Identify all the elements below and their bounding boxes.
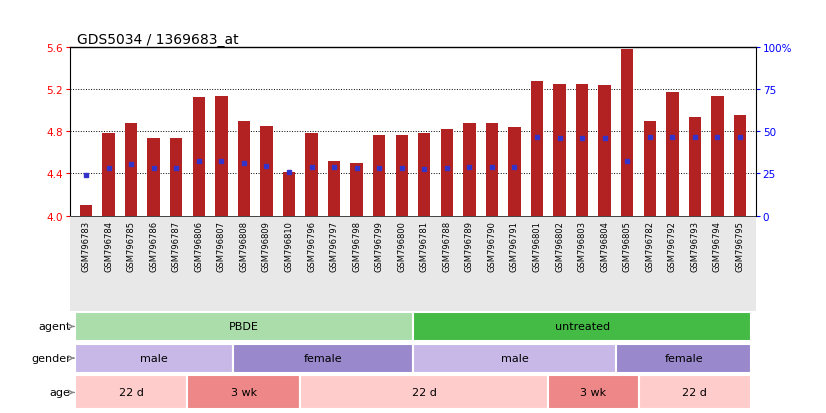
Text: GSM796796: GSM796796 — [307, 221, 316, 272]
Bar — [350, 164, 363, 216]
Text: GSM796810: GSM796810 — [284, 221, 293, 271]
Bar — [440, 130, 453, 216]
Text: GSM796787: GSM796787 — [172, 221, 181, 272]
Bar — [148, 139, 160, 216]
Text: GSM796799: GSM796799 — [375, 221, 383, 271]
Bar — [260, 126, 273, 216]
Text: GSM796804: GSM796804 — [601, 221, 610, 271]
Text: GSM796789: GSM796789 — [465, 221, 474, 272]
Text: GSM796788: GSM796788 — [443, 221, 451, 272]
Bar — [638, 375, 752, 409]
Bar — [282, 173, 295, 216]
Bar — [531, 82, 544, 216]
Bar — [463, 123, 476, 216]
Text: GSM796803: GSM796803 — [577, 221, 586, 272]
Bar — [233, 344, 413, 373]
Text: GSM796809: GSM796809 — [262, 221, 271, 271]
Text: GSM796808: GSM796808 — [240, 221, 249, 272]
Bar — [188, 375, 300, 409]
Bar — [643, 121, 656, 216]
Text: GSM796800: GSM796800 — [397, 221, 406, 271]
Text: GSM796797: GSM796797 — [330, 221, 339, 272]
Bar — [711, 97, 724, 216]
Bar — [733, 116, 746, 216]
Text: GSM796807: GSM796807 — [216, 221, 225, 272]
Text: GSM796802: GSM796802 — [555, 221, 564, 271]
Bar — [74, 375, 188, 409]
Text: GSM796806: GSM796806 — [194, 221, 203, 272]
Text: GSM796786: GSM796786 — [150, 221, 158, 272]
Bar — [418, 134, 430, 216]
Text: PBDE: PBDE — [229, 322, 259, 332]
Bar — [548, 375, 638, 409]
Bar — [576, 84, 588, 216]
Bar — [215, 97, 227, 216]
Text: GSM796784: GSM796784 — [104, 221, 113, 272]
Bar — [74, 344, 233, 373]
Text: female: female — [303, 353, 342, 363]
Bar — [125, 123, 137, 216]
Text: GSM796798: GSM796798 — [352, 221, 361, 272]
Bar — [373, 136, 386, 216]
Text: male: male — [140, 353, 168, 363]
Text: GSM796781: GSM796781 — [420, 221, 429, 272]
Bar — [300, 375, 548, 409]
Text: GSM796805: GSM796805 — [623, 221, 632, 271]
Bar — [486, 123, 498, 216]
Bar — [666, 93, 678, 216]
Bar — [80, 206, 93, 216]
Bar — [306, 134, 318, 216]
Bar — [621, 50, 634, 216]
Text: 22 d: 22 d — [682, 387, 707, 397]
Text: 3 wk: 3 wk — [581, 387, 606, 397]
Bar — [508, 128, 520, 216]
Text: GSM796791: GSM796791 — [510, 221, 519, 271]
Text: female: female — [664, 353, 703, 363]
Text: 22 d: 22 d — [119, 387, 144, 397]
Text: gender: gender — [31, 353, 71, 363]
Text: GSM796795: GSM796795 — [735, 221, 744, 271]
Text: male: male — [501, 353, 529, 363]
Text: GSM796790: GSM796790 — [487, 221, 496, 271]
Bar — [102, 134, 115, 216]
Text: GSM796785: GSM796785 — [126, 221, 135, 272]
Text: GDS5034 / 1369683_at: GDS5034 / 1369683_at — [77, 33, 239, 47]
Bar — [170, 139, 183, 216]
Text: GSM796792: GSM796792 — [668, 221, 676, 271]
Bar — [413, 344, 616, 373]
Text: GSM796801: GSM796801 — [533, 221, 542, 271]
Bar — [553, 84, 566, 216]
Bar — [413, 312, 752, 341]
Text: age: age — [50, 387, 71, 397]
Text: GSM796794: GSM796794 — [713, 221, 722, 271]
Bar — [599, 85, 611, 216]
Text: agent: agent — [38, 322, 71, 332]
Bar — [328, 161, 340, 216]
Text: 3 wk: 3 wk — [230, 387, 257, 397]
Text: GSM796782: GSM796782 — [645, 221, 654, 272]
Text: GSM796783: GSM796783 — [82, 221, 91, 272]
Text: GSM796793: GSM796793 — [691, 221, 700, 272]
Bar — [74, 312, 413, 341]
Bar — [616, 344, 752, 373]
Bar — [238, 121, 250, 216]
Bar — [689, 118, 701, 216]
Bar — [396, 136, 408, 216]
Text: 22 d: 22 d — [412, 387, 437, 397]
Text: untreated: untreated — [554, 322, 610, 332]
Bar — [192, 98, 205, 216]
